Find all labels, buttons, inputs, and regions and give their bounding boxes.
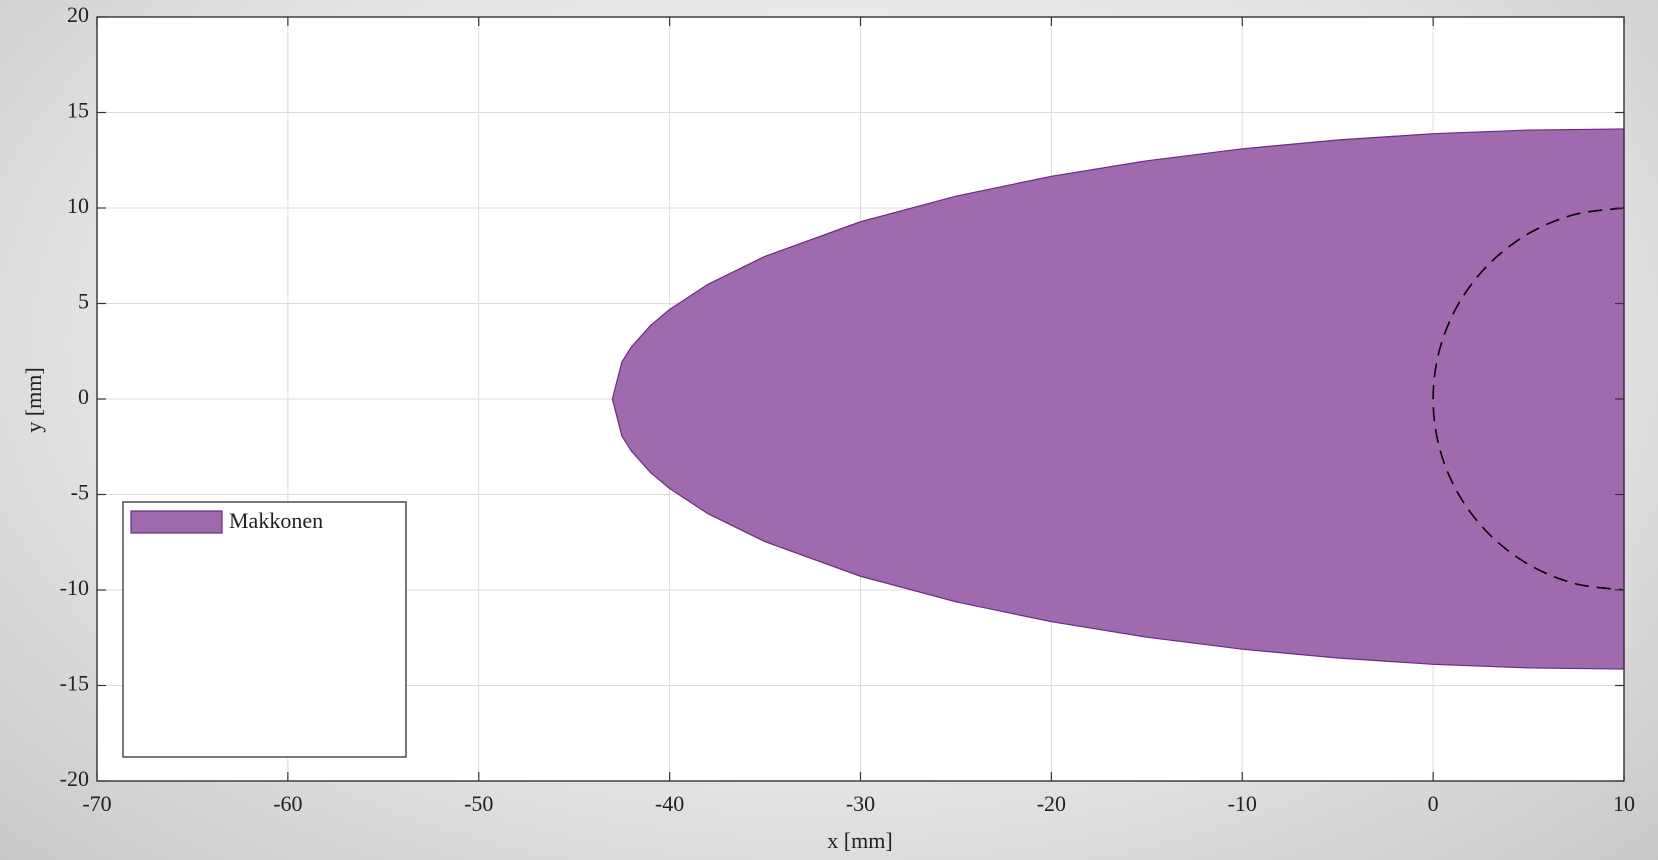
- legend-label: Makkonen: [229, 508, 323, 533]
- y-tick-label: -15: [60, 671, 89, 696]
- chart: -70-60-50-40-30-20-10010-20-15-10-505101…: [0, 0, 1658, 860]
- x-tick-label: 0: [1428, 791, 1439, 816]
- legend-swatch: [131, 511, 222, 533]
- x-tick-label: -70: [82, 791, 111, 816]
- y-tick-label: 5: [78, 289, 89, 314]
- x-tick-label: -40: [655, 791, 684, 816]
- x-tick-label: -60: [273, 791, 302, 816]
- x-tick-label: 10: [1613, 791, 1635, 816]
- y-tick-label: 0: [78, 384, 89, 409]
- y-tick-label: 15: [67, 98, 89, 123]
- y-tick-label: 10: [67, 193, 89, 218]
- y-axis-label: y [mm]: [21, 367, 46, 432]
- page: -70-60-50-40-30-20-10010-20-15-10-505101…: [0, 0, 1658, 860]
- legend: Makkonen: [123, 502, 406, 757]
- x-axis-label: x [mm]: [827, 828, 892, 853]
- y-tick-label: -20: [60, 766, 89, 791]
- y-tick-label: 20: [67, 2, 89, 27]
- x-tick-label: -30: [846, 791, 875, 816]
- x-tick-label: -10: [1228, 791, 1257, 816]
- y-tick-label: -5: [71, 480, 89, 505]
- x-tick-label: -50: [464, 791, 493, 816]
- x-tick-label: -20: [1037, 791, 1066, 816]
- legend-box: [123, 502, 406, 757]
- y-tick-label: -10: [60, 575, 89, 600]
